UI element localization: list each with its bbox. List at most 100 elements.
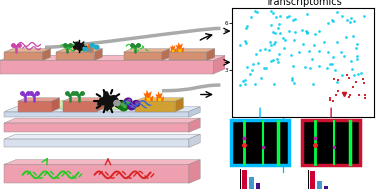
Point — [346, 77, 352, 80]
Polygon shape — [172, 49, 175, 52]
Point — [240, 80, 246, 83]
Circle shape — [127, 101, 130, 103]
Point — [246, 72, 253, 75]
Point — [343, 35, 349, 38]
Point — [249, 68, 255, 71]
Point — [253, 52, 259, 55]
Point — [330, 56, 336, 59]
Title: Transcriptomics: Transcriptomics — [265, 0, 342, 7]
Point — [358, 71, 364, 74]
Bar — [317, 181, 322, 189]
Point — [242, 82, 248, 85]
Point — [316, 50, 322, 53]
Point — [263, 67, 269, 70]
Circle shape — [120, 104, 128, 111]
Polygon shape — [18, 98, 60, 101]
Polygon shape — [5, 52, 43, 60]
Polygon shape — [214, 55, 226, 74]
Point — [291, 38, 297, 41]
Point — [273, 15, 279, 18]
Point — [292, 30, 298, 33]
Polygon shape — [5, 123, 189, 132]
Polygon shape — [97, 98, 105, 112]
Point — [360, 77, 366, 80]
Point — [243, 27, 249, 30]
Point — [268, 43, 274, 46]
Point — [261, 66, 267, 69]
Polygon shape — [124, 49, 170, 52]
Point — [249, 63, 256, 66]
Point — [272, 40, 278, 43]
Point — [353, 46, 359, 49]
Point — [280, 36, 286, 39]
Polygon shape — [178, 48, 182, 52]
Point — [348, 60, 354, 63]
Polygon shape — [52, 100, 135, 110]
Point — [324, 67, 330, 70]
Polygon shape — [207, 49, 215, 60]
Point — [362, 94, 368, 97]
Point — [270, 59, 276, 62]
Polygon shape — [52, 98, 60, 112]
Point — [255, 61, 261, 64]
Circle shape — [94, 45, 99, 49]
Point — [304, 29, 310, 32]
Polygon shape — [56, 49, 102, 52]
Polygon shape — [158, 97, 161, 101]
Point — [272, 32, 278, 35]
Point — [267, 41, 273, 44]
Polygon shape — [88, 49, 91, 52]
Point — [338, 50, 344, 53]
Circle shape — [123, 100, 131, 106]
Circle shape — [114, 100, 120, 106]
Point — [275, 61, 281, 64]
Polygon shape — [73, 42, 84, 51]
Point — [351, 20, 357, 23]
Point — [299, 28, 305, 31]
Point — [282, 39, 288, 42]
Polygon shape — [189, 118, 200, 132]
Circle shape — [121, 103, 124, 106]
Bar — [324, 186, 328, 189]
Point — [276, 53, 282, 56]
Point — [275, 26, 281, 29]
Polygon shape — [5, 49, 51, 52]
Point — [316, 65, 322, 68]
Polygon shape — [43, 49, 51, 60]
Point — [288, 77, 294, 80]
Point — [300, 42, 306, 45]
Polygon shape — [155, 91, 164, 101]
Point — [356, 93, 362, 96]
Polygon shape — [189, 160, 200, 183]
Polygon shape — [5, 134, 200, 139]
Point — [316, 29, 322, 32]
Point — [339, 73, 345, 76]
Polygon shape — [0, 60, 214, 74]
Polygon shape — [5, 164, 189, 183]
Point — [307, 66, 313, 69]
Polygon shape — [63, 98, 105, 101]
Polygon shape — [146, 97, 150, 101]
Point — [363, 96, 369, 99]
Point — [353, 80, 359, 83]
Polygon shape — [18, 101, 52, 112]
Point — [329, 18, 335, 21]
Point — [330, 77, 336, 80]
Point — [276, 22, 282, 25]
Point — [252, 83, 258, 86]
Point — [335, 78, 341, 81]
Polygon shape — [98, 92, 120, 111]
Circle shape — [118, 102, 125, 109]
Point — [327, 62, 333, 65]
Point — [310, 57, 316, 60]
Point — [237, 44, 243, 47]
Polygon shape — [86, 43, 94, 52]
Point — [327, 96, 333, 99]
Point — [325, 50, 332, 53]
Polygon shape — [169, 52, 207, 60]
Point — [302, 66, 308, 69]
Point — [243, 42, 249, 45]
Point — [274, 58, 280, 61]
Polygon shape — [0, 55, 226, 60]
Point — [268, 59, 274, 62]
